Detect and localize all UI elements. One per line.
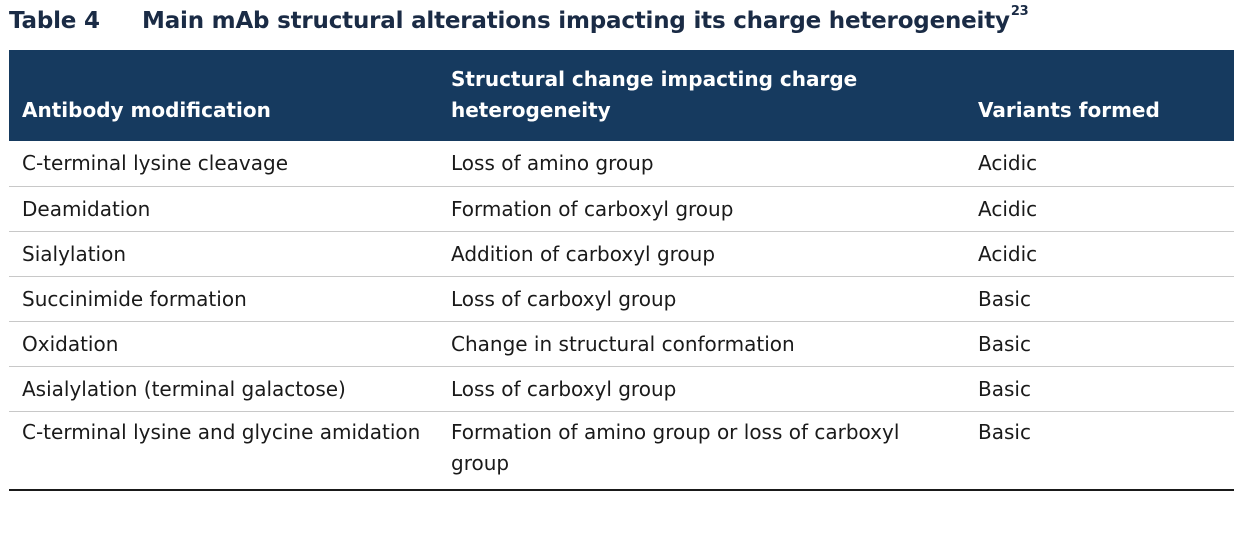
cell-variant: Basic [965, 276, 1234, 322]
table-row: C-terminal lysine and glycine amidation … [9, 411, 1234, 491]
cell-variant: Acidic [965, 231, 1234, 277]
cell-structural-change: Formation of amino group or loss of carb… [438, 411, 965, 491]
cell-structural-change: Loss of amino group [438, 141, 965, 187]
table-header: Antibody modification Structural change … [9, 50, 1234, 141]
table-number: Table 4 [9, 8, 100, 34]
cell-modification: Deamidation [9, 186, 438, 232]
cell-structural-change: Change in structural conformation [438, 321, 965, 367]
cell-variant: Basic [965, 321, 1234, 367]
cell-structural-change: Addition of carboxyl group [438, 231, 965, 277]
data-table: Antibody modification Structural change … [9, 50, 1234, 491]
header-variants-formed: Variants formed [978, 98, 1160, 122]
cell-structural-change: Loss of carboxyl group [438, 276, 965, 322]
cell-modification: Oxidation [9, 321, 438, 367]
cell-structural-change: Formation of carboxyl group [438, 186, 965, 232]
cell-modification: C-terminal lysine cleavage [9, 141, 438, 187]
header-row: Antibody modification Structural change … [9, 50, 1234, 141]
table-row: Oxidation Change in structural conformat… [9, 321, 1234, 367]
header-antibody-modification: Antibody modification [22, 98, 271, 122]
table-row: C-terminal lysine cleavage Loss of amino… [9, 141, 1234, 187]
cell-variant: Acidic [965, 186, 1234, 232]
cell-variant: Acidic [965, 141, 1234, 187]
table-row: Asialylation (terminal galactose) Loss o… [9, 366, 1234, 412]
table-row: Succinimide formation Loss of carboxyl g… [9, 276, 1234, 322]
cell-variant: Basic [965, 411, 1234, 491]
cell-variant: Basic [965, 366, 1234, 412]
cell-modification: C-terminal lysine and glycine amidation [9, 411, 438, 491]
table-body: C-terminal lysine cleavage Loss of amino… [9, 141, 1234, 491]
table-row: Deamidation Formation of carboxyl group … [9, 186, 1234, 232]
reference-superscript: 23 [1010, 4, 1029, 19]
cell-modification: Succinimide formation [9, 276, 438, 322]
cell-structural-change: Loss of carboxyl group [438, 366, 965, 412]
table-title-text: Main mAb structural alterations impactin… [142, 8, 1010, 34]
table-row: Sialylation Addition of carboxyl group A… [9, 231, 1234, 277]
table-caption: Table 4 Main mAb structural alterations … [9, 4, 1029, 38]
header-structural-change: Structural change impacting charge heter… [451, 67, 858, 122]
cell-modification: Asialylation (terminal galactose) [9, 366, 438, 412]
table-title: Main mAb structural alterations impactin… [142, 4, 1029, 34]
cell-modification: Sialylation [9, 231, 438, 277]
